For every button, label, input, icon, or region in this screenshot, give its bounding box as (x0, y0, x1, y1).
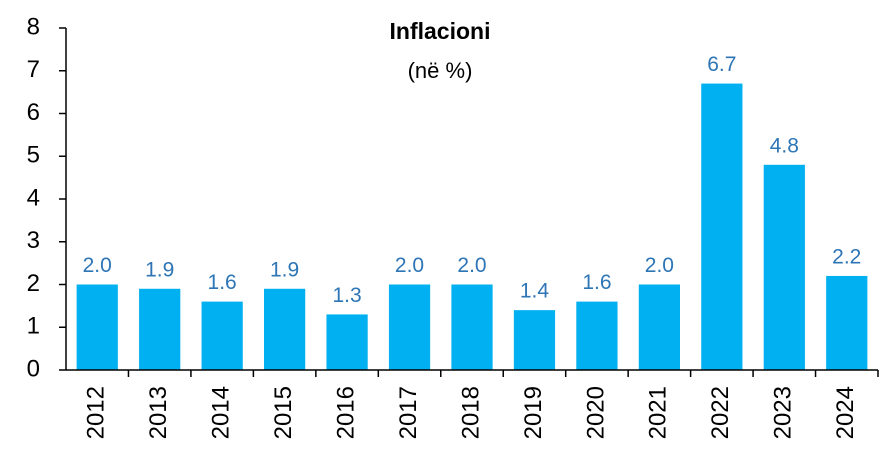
x-tick-label: 2021 (645, 386, 672, 439)
y-tick-label: 5 (27, 142, 40, 169)
x-tick-label: 2019 (520, 386, 547, 439)
y-tick-label: 7 (27, 56, 40, 83)
bar (139, 288, 181, 370)
bar (451, 284, 493, 370)
y-tick-label: 3 (27, 227, 40, 254)
x-tick-label: 2013 (145, 386, 172, 439)
value-label: 2.0 (645, 254, 674, 277)
y-tick-label: 0 (27, 355, 40, 382)
bar (701, 83, 743, 370)
chart-title: Inflacioni (390, 18, 491, 44)
value-label: 1.4 (520, 280, 550, 303)
value-label: 4.8 (770, 134, 799, 157)
x-tick-label: 2023 (770, 386, 797, 439)
value-label: 6.7 (707, 53, 736, 76)
y-tick-label: 4 (27, 184, 40, 211)
x-tick-label: 2015 (270, 386, 297, 439)
chart-subtitle: (në %) (408, 58, 473, 83)
bar (388, 284, 431, 370)
bar (763, 164, 805, 370)
value-label: 2.0 (395, 254, 424, 277)
y-tick-label: 8 (27, 13, 40, 40)
bar (264, 288, 306, 370)
value-label: 2.0 (457, 254, 486, 277)
x-tick-label: 2024 (832, 386, 859, 439)
bar (326, 314, 368, 370)
bar (638, 284, 680, 370)
bar (576, 301, 618, 370)
y-tick-label: 1 (27, 313, 40, 340)
value-label: 1.6 (208, 271, 237, 294)
x-tick-label: 2014 (207, 386, 234, 439)
bar (513, 310, 556, 370)
bar (201, 301, 243, 370)
y-tick-label: 2 (27, 270, 40, 297)
bar (76, 284, 118, 370)
value-label: 2.2 (832, 245, 861, 268)
value-label: 2.0 (83, 254, 112, 277)
value-label: 1.9 (145, 258, 174, 281)
value-label: 1.6 (582, 271, 611, 294)
bar (826, 275, 868, 370)
value-label: 1.9 (270, 258, 299, 281)
x-tick-label: 2020 (582, 386, 609, 439)
x-tick-label: 2016 (332, 386, 359, 439)
x-tick-label: 2017 (395, 386, 422, 439)
value-label: 1.3 (332, 284, 361, 307)
y-tick-label: 6 (27, 99, 40, 126)
x-tick-label: 2012 (83, 386, 110, 439)
x-tick-label: 2022 (707, 386, 734, 439)
x-tick-label: 2018 (457, 386, 484, 439)
